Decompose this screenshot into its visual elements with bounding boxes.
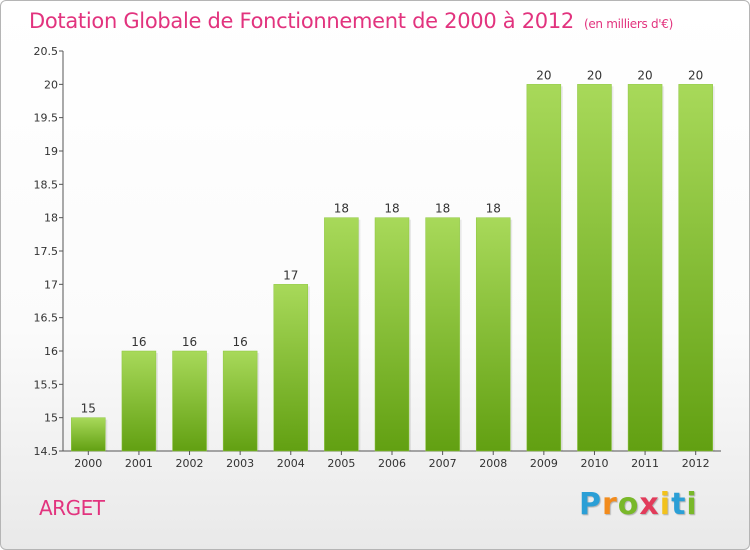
bar-value-label: 16 bbox=[182, 335, 197, 349]
x-tick-label: 2008 bbox=[479, 457, 507, 470]
bar-value-label: 17 bbox=[283, 268, 298, 282]
brand-letter: t bbox=[671, 487, 687, 522]
y-tick-label: 20.5 bbox=[34, 45, 59, 58]
x-tick-label: 2003 bbox=[226, 457, 254, 470]
bar-value-label: 16 bbox=[131, 335, 146, 349]
x-tick-label: 2002 bbox=[176, 457, 204, 470]
brand-letter: i bbox=[659, 487, 672, 522]
bar bbox=[475, 217, 511, 452]
bar-value-label: 15 bbox=[81, 402, 96, 416]
bar bbox=[425, 217, 460, 452]
brand-letter: o bbox=[617, 487, 640, 522]
place-name: ARGET bbox=[39, 496, 105, 520]
bar-value-label: 20 bbox=[536, 68, 551, 82]
brand-letter: r bbox=[602, 487, 618, 522]
brand-letter: x bbox=[639, 487, 660, 522]
x-tick-label: 2007 bbox=[429, 457, 457, 470]
y-tick-label: 16 bbox=[44, 345, 58, 358]
x-tick-label: 2011 bbox=[631, 457, 659, 470]
y-tick-label: 19 bbox=[44, 145, 58, 158]
y-tick-label: 19.5 bbox=[34, 112, 59, 125]
bar-value-label: 20 bbox=[688, 68, 703, 82]
bar-value-label: 18 bbox=[384, 202, 399, 216]
bar bbox=[172, 350, 207, 452]
bar bbox=[526, 84, 562, 452]
chart-title-text: Dotation Globale de Fonctionnement de 20… bbox=[29, 9, 574, 33]
bar bbox=[71, 417, 106, 452]
bar bbox=[374, 217, 410, 452]
x-tick-label: 2000 bbox=[74, 457, 102, 470]
y-tick-label: 20 bbox=[44, 78, 58, 91]
bar bbox=[273, 284, 309, 452]
bar-value-label: 18 bbox=[435, 202, 450, 216]
bar bbox=[627, 84, 663, 452]
bar-value-label: 20 bbox=[587, 68, 602, 82]
bar bbox=[324, 217, 359, 452]
y-tick-label: 18 bbox=[44, 212, 58, 225]
bar-value-label: 20 bbox=[637, 68, 652, 82]
bar bbox=[577, 84, 612, 452]
bar bbox=[678, 84, 713, 452]
y-tick-label: 14.5 bbox=[34, 445, 59, 458]
x-tick-label: 2012 bbox=[682, 457, 710, 470]
y-tick-label: 17 bbox=[44, 278, 58, 291]
x-tick-label: 2005 bbox=[327, 457, 355, 470]
x-tick-label: 2001 bbox=[125, 457, 153, 470]
x-tick-label: 2009 bbox=[530, 457, 558, 470]
bar-value-label: 18 bbox=[334, 202, 349, 216]
brand-logo: Proxiti bbox=[579, 487, 698, 522]
brand-letter: P bbox=[579, 487, 602, 522]
y-tick-label: 15.5 bbox=[34, 378, 59, 391]
x-tick-label: 2004 bbox=[277, 457, 305, 470]
x-tick-label: 2010 bbox=[580, 457, 608, 470]
chart-title: Dotation Globale de Fonctionnement de 20… bbox=[29, 9, 673, 33]
bar-value-label: 18 bbox=[486, 202, 501, 216]
y-tick-label: 18.5 bbox=[34, 178, 59, 191]
bar bbox=[121, 350, 157, 452]
y-tick-label: 16.5 bbox=[34, 312, 59, 325]
y-tick-label: 17.5 bbox=[34, 245, 59, 258]
x-tick-label: 2006 bbox=[378, 457, 406, 470]
brand-letter: i bbox=[686, 487, 698, 522]
chart-subtitle: (en milliers d'€) bbox=[583, 17, 673, 31]
bar-value-label: 16 bbox=[233, 335, 248, 349]
bar bbox=[222, 350, 258, 452]
y-tick-label: 15 bbox=[44, 412, 58, 425]
